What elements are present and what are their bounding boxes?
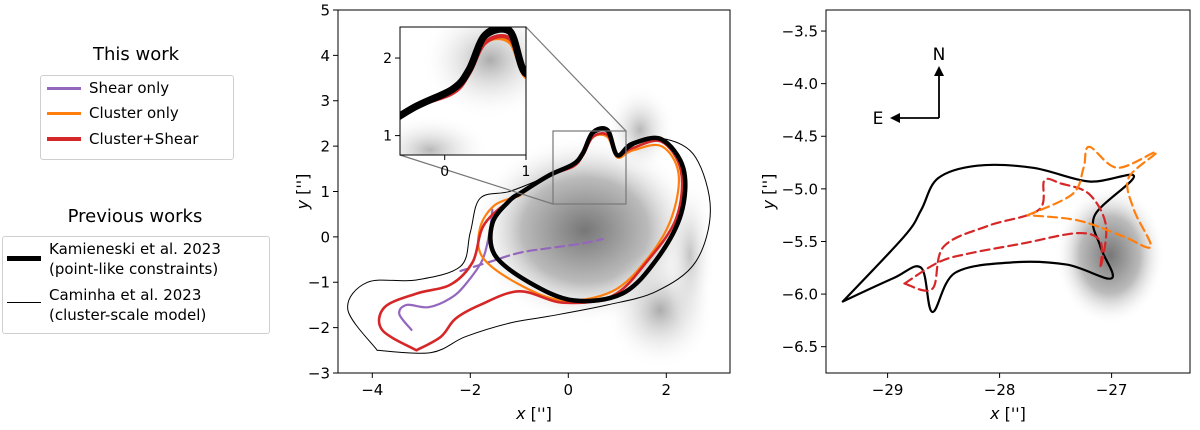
right-ytick-label: −5.5 [782, 233, 818, 251]
left-ytick-label: 1 [320, 183, 330, 201]
compass-east-head [890, 113, 900, 123]
left-ytick-label: −3 [308, 364, 330, 382]
right-x-axis-label: x [''] [989, 404, 1026, 423]
right-xtick-label: −27 [1096, 381, 1128, 399]
inset-frame [399, 26, 527, 156]
left-ytick-label: 5 [320, 1, 330, 19]
legend-this-work-title: This work [92, 44, 180, 65]
compass: N E [873, 45, 946, 129]
left-ytick-label: −2 [308, 319, 330, 337]
right-panel-image [1055, 185, 1165, 325]
legend-label-kamieneski-line2: (point-like constraints) [49, 260, 219, 278]
legend-label-cluster-shear: Cluster+Shear [89, 130, 199, 148]
legend-swatch-shear-only [47, 87, 81, 90]
legend-swatch-caminha [7, 302, 41, 303]
left-x-axis-label: x [''] [515, 404, 552, 423]
left-xtick-label: −4 [361, 381, 383, 399]
legend-label-kamieneski-line1: Kamieneski et al. 2023 [49, 240, 221, 258]
inset-ytick-label: 2 [383, 51, 392, 67]
left-ytick-label: −1 [308, 274, 330, 292]
legend-swatch-kamieneski [7, 256, 41, 261]
left-ytick-label: 0 [320, 228, 330, 246]
inset-ytick-label: 1 [383, 129, 392, 145]
cluster-only-caustic-2 [1026, 145, 1158, 249]
left-xtick-label: 0 [564, 381, 574, 399]
left-xtick-label: −2 [459, 381, 481, 399]
left-ytick-label: 4 [320, 47, 330, 65]
compass-north-head [934, 66, 944, 76]
right-ytick-label: −6.5 [782, 338, 818, 356]
left-xtick-label: 2 [662, 381, 672, 399]
legend-this-work-box: Shear only Cluster only Cluster+Shear [40, 75, 234, 160]
right-ytick-label: −3.5 [782, 22, 818, 40]
right-xtick-label: −29 [872, 381, 904, 399]
right-y-axis-label: y [''] [759, 174, 778, 211]
zoom-region-box [552, 130, 627, 205]
legend-previous-box: Kamieneski et al. 2023 (point-like const… [2, 236, 270, 334]
right-ytick-label: −4.0 [782, 75, 818, 93]
legend-previous-title: Previous works [67, 206, 203, 227]
caminha-et-al-2023-critical-curve-5 [347, 130, 711, 354]
legend-swatch-cluster-shear [47, 137, 81, 141]
right-xtick-label: −28 [984, 381, 1016, 399]
right-ytick-label: −5.0 [782, 180, 818, 198]
left-ytick-label: 3 [320, 92, 330, 110]
caminha-et-al-2023-caustic-0 [841, 163, 1136, 314]
legend-label-caminha-line1: Caminha et al. 2023 [49, 286, 202, 304]
right-plot-frame [825, 9, 1191, 374]
zoom-connector-bottom [399, 154, 554, 205]
compass-east-label: E [873, 109, 884, 129]
inset-xtick-label: 1 [522, 164, 531, 180]
cluster-shear-caustic-1 [903, 177, 1108, 292]
left-y-axis-label: y [''] [293, 174, 312, 211]
legend-label-caminha-line2: (cluster-scale model) [49, 306, 207, 324]
left-ytick-label: 2 [320, 138, 330, 156]
shear-only-caustic-1 [266, 217, 502, 271]
compass-north-label: N [933, 45, 946, 65]
legend-label-cluster-only: Cluster only [89, 104, 179, 122]
inset-xtick-label: 0 [440, 164, 449, 180]
right-ytick-label: −4.5 [782, 128, 818, 146]
right-ytick-label: −6.0 [782, 285, 818, 303]
legend-label-shear-only: Shear only [89, 79, 170, 97]
legend-swatch-cluster-only [47, 112, 81, 115]
zoom-connector-top [525, 26, 627, 132]
